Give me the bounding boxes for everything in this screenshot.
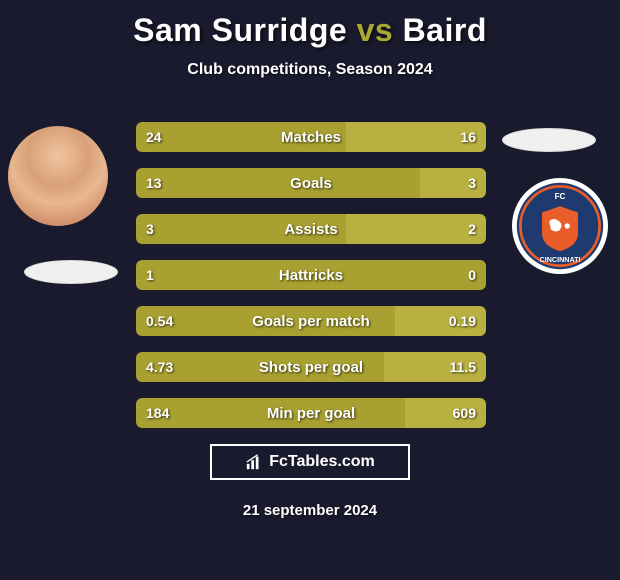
subtitle: Club competitions, Season 2024 [0, 61, 620, 79]
stat-row: 32Assists [136, 214, 486, 244]
stat-label: Min per goal [136, 398, 486, 428]
stat-label: Hattricks [136, 260, 486, 290]
brand-box: FcTables.com [210, 444, 410, 480]
player1-flag [24, 260, 118, 284]
date-text: 21 september 2024 [0, 502, 620, 519]
stat-label: Goals per match [136, 306, 486, 336]
stat-label: Assists [136, 214, 486, 244]
stat-row: 2416Matches [136, 122, 486, 152]
svg-text:CINCINNATI: CINCINNATI [540, 255, 581, 264]
stat-row: 133Goals [136, 168, 486, 198]
brand-text: FcTables.com [269, 453, 375, 471]
stat-row: 4.7311.5Shots per goal [136, 352, 486, 382]
title-vs: vs [357, 12, 394, 48]
brand-chart-icon [245, 453, 263, 471]
player1-avatar [8, 126, 108, 226]
stat-label: Matches [136, 122, 486, 152]
stat-row: 0.540.19Goals per match [136, 306, 486, 336]
stat-label: Shots per goal [136, 352, 486, 382]
player2-club-badge: FC CINCINNATI [512, 178, 608, 274]
club-badge-svg: FC CINCINNATI [515, 181, 605, 271]
stat-row: 10Hattricks [136, 260, 486, 290]
title-player2: Baird [403, 12, 487, 48]
title-player1: Sam Surridge [133, 12, 347, 48]
stat-row: 184609Min per goal [136, 398, 486, 428]
page-title: Sam Surridge vs Baird [0, 0, 620, 49]
comparison-bars: 2416Matches 133Goals 32Assists 10Hattricks 0… [136, 122, 486, 444]
stat-label: Goals [136, 168, 486, 198]
svg-text:FC: FC [555, 192, 566, 201]
player2-flag [502, 128, 596, 152]
